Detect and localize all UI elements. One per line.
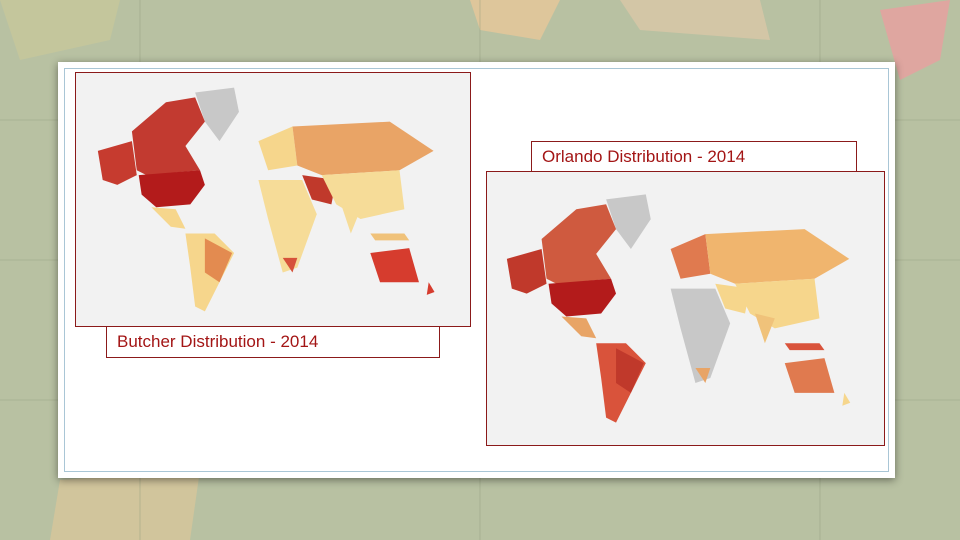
orlando-map [486,171,885,446]
caption: Butcher Distribution - 2014 [106,326,440,358]
caption: Orlando Distribution - 2014 [531,141,857,172]
card-border [64,68,889,472]
butcher-map [75,72,471,327]
world-map [97,87,435,312]
world-map [506,194,851,423]
